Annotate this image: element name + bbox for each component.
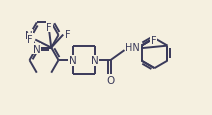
Text: N: N (25, 31, 32, 41)
Text: F: F (66, 29, 71, 39)
Text: F: F (27, 34, 33, 44)
Text: N: N (91, 56, 98, 66)
Text: F: F (46, 22, 52, 32)
Text: F: F (151, 35, 156, 45)
Text: N: N (33, 44, 41, 54)
Text: HN: HN (126, 43, 140, 53)
Text: O: O (106, 75, 115, 85)
Text: N: N (69, 56, 76, 66)
